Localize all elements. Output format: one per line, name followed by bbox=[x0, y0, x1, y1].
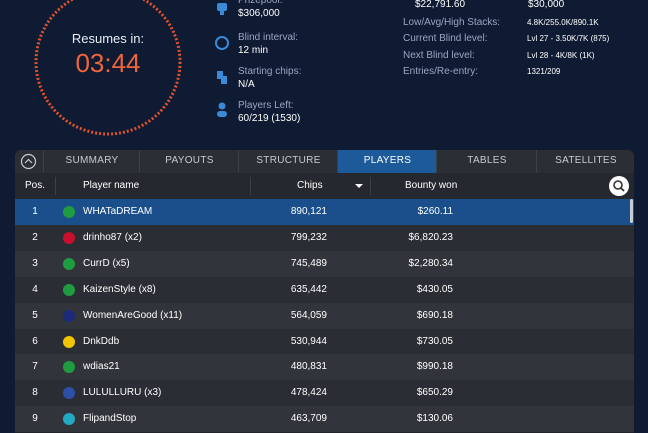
chips: 564,059 bbox=[290, 309, 327, 321]
position: 2 bbox=[32, 231, 38, 243]
player-row[interactable]: 4 KaizenStyle (x8) 635,442 $430.05 bbox=[15, 276, 634, 304]
tab[interactable]: SATELLITES bbox=[536, 150, 635, 173]
top-value: $30,000 bbox=[528, 0, 565, 10]
player-name: FlipandStop bbox=[83, 413, 137, 425]
search-button[interactable] bbox=[608, 175, 630, 197]
info-value: 60/219 (1530) bbox=[238, 113, 301, 124]
player-row[interactable]: 9 FlipandStop 463,709 $130.06 bbox=[15, 406, 634, 433]
bounty: $6,820.23 bbox=[408, 231, 454, 243]
tab[interactable]: PAYOUTS bbox=[139, 150, 239, 173]
bounty: $990.18 bbox=[416, 361, 453, 373]
timer-time: 03:44 bbox=[75, 48, 141, 78]
position: 6 bbox=[32, 335, 38, 347]
player-row[interactable]: 6 DnkDdb 530,944 $730.05 bbox=[15, 328, 634, 356]
column-divider bbox=[370, 177, 371, 195]
player-name: KaizenStyle (x8) bbox=[83, 283, 156, 295]
chips: 463,709 bbox=[290, 413, 327, 425]
player-row[interactable]: 8 LULULLURU (x3) 478,424 $650.29 bbox=[15, 380, 634, 408]
column-header: Player name bbox=[83, 180, 140, 191]
chips: 799,232 bbox=[290, 231, 327, 243]
bounty: $430.05 bbox=[416, 283, 453, 295]
player-name: WomenAreGood (x11) bbox=[83, 309, 183, 321]
column-divider bbox=[250, 177, 251, 195]
stat-label: Entries/Re-entry: bbox=[403, 65, 479, 77]
bounty: $130.06 bbox=[416, 413, 453, 425]
collapse-button[interactable] bbox=[20, 153, 37, 170]
player-name: drinho87 (x2) bbox=[83, 231, 142, 243]
chips: 890,121 bbox=[290, 206, 327, 217]
flag bbox=[63, 361, 75, 374]
column-divider bbox=[55, 177, 56, 195]
flag bbox=[63, 257, 75, 270]
sort-arrow[interactable] bbox=[355, 182, 363, 190]
tab[interactable]: PLAYERS bbox=[337, 150, 437, 173]
bounty: $690.18 bbox=[416, 309, 453, 321]
tab[interactable]: STRUCTURE bbox=[238, 150, 338, 173]
chips: 745,489 bbox=[290, 257, 327, 269]
player-row[interactable]: 7 wdias21 480,831 $990.18 bbox=[15, 354, 634, 382]
chips: 480,831 bbox=[290, 361, 327, 373]
info-value: N/A bbox=[238, 79, 255, 90]
position: 9 bbox=[32, 413, 38, 425]
chips: 635,442 bbox=[290, 283, 327, 295]
player-row[interactable]: 3 CurrD (x5) 745,489 $2,280.34 bbox=[15, 250, 634, 278]
stat-value: Lvl 27 - 3.50K/7K (875) bbox=[527, 34, 610, 44]
bounty: $650.29 bbox=[416, 387, 453, 399]
flag bbox=[63, 335, 75, 348]
info-icons bbox=[215, 3, 229, 117]
bounty: $730.05 bbox=[416, 335, 453, 347]
player-row[interactable]: 1 WHATaDREAM 890,121 $260.11 bbox=[15, 199, 634, 226]
info-value: $306,000 bbox=[238, 8, 280, 19]
header-graphics bbox=[34, 0, 229, 136]
timer-label: Resumes in: bbox=[71, 31, 145, 46]
bounty: $260.11 bbox=[417, 206, 453, 217]
position: 1 bbox=[32, 206, 38, 217]
player-name: wdias21 bbox=[83, 361, 120, 373]
player-row[interactable]: 5 WomenAreGood (x11) 564,059 $690.18 bbox=[15, 302, 634, 330]
tab[interactable]: SUMMARY bbox=[43, 150, 140, 173]
stat-label: Current Blind level: bbox=[403, 33, 488, 45]
stat-label: Next Blind level: bbox=[403, 49, 475, 61]
position: 5 bbox=[32, 309, 38, 321]
player-name: CurrD (x5) bbox=[83, 257, 130, 269]
info-label: Blind interval: bbox=[238, 32, 299, 43]
flag bbox=[63, 387, 75, 400]
top-value: $22,791.60 bbox=[415, 0, 466, 10]
flag bbox=[63, 309, 75, 322]
flag bbox=[63, 413, 75, 426]
player-row[interactable]: 2 drinho87 (x2) 799,232 $6,820.23 bbox=[15, 224, 634, 252]
info-value: 12 min bbox=[238, 45, 269, 56]
flag bbox=[63, 283, 75, 296]
tab-bar: SUMMARY PAYOUTS STRUCTURE PLAYERS TABLES SATE… bbox=[15, 150, 634, 173]
info-label: Starting chips: bbox=[238, 66, 302, 77]
info-label: Prizepool: bbox=[238, 0, 283, 6]
table-header: Pos. Player name Chips Bounty won bbox=[15, 173, 634, 199]
stat-value: Lvl 28 - 4K/8K (1K) bbox=[527, 50, 595, 60]
stat-value: 1321/209 bbox=[527, 66, 561, 76]
column-header[interactable]: Chips bbox=[297, 180, 323, 191]
position: 7 bbox=[32, 361, 38, 373]
info-label: Players Left: bbox=[238, 100, 294, 111]
position: 4 bbox=[32, 283, 38, 295]
scrollbar[interactable] bbox=[630, 199, 633, 223]
tab[interactable]: TABLES bbox=[436, 150, 537, 173]
timer-ring bbox=[34, 0, 182, 136]
flag bbox=[63, 206, 75, 218]
player-name: WHATaDREAM bbox=[83, 206, 153, 217]
chips: 530,944 bbox=[290, 335, 327, 347]
player-name: LULULLURU (x3) bbox=[83, 387, 162, 399]
flag bbox=[63, 231, 75, 244]
stat-label: Low/Avg/High Stacks: bbox=[403, 17, 501, 28]
position: 8 bbox=[32, 387, 38, 399]
position: 3 bbox=[32, 257, 38, 269]
column-header: Pos. bbox=[25, 180, 46, 191]
stat-value: 4.8K/255.0K/890.1K bbox=[527, 18, 599, 27]
column-header: Bounty won bbox=[405, 180, 458, 191]
bounty: $2,280.34 bbox=[408, 257, 454, 269]
player-name: DnkDdb bbox=[83, 335, 120, 347]
chips: 478,424 bbox=[290, 387, 327, 399]
